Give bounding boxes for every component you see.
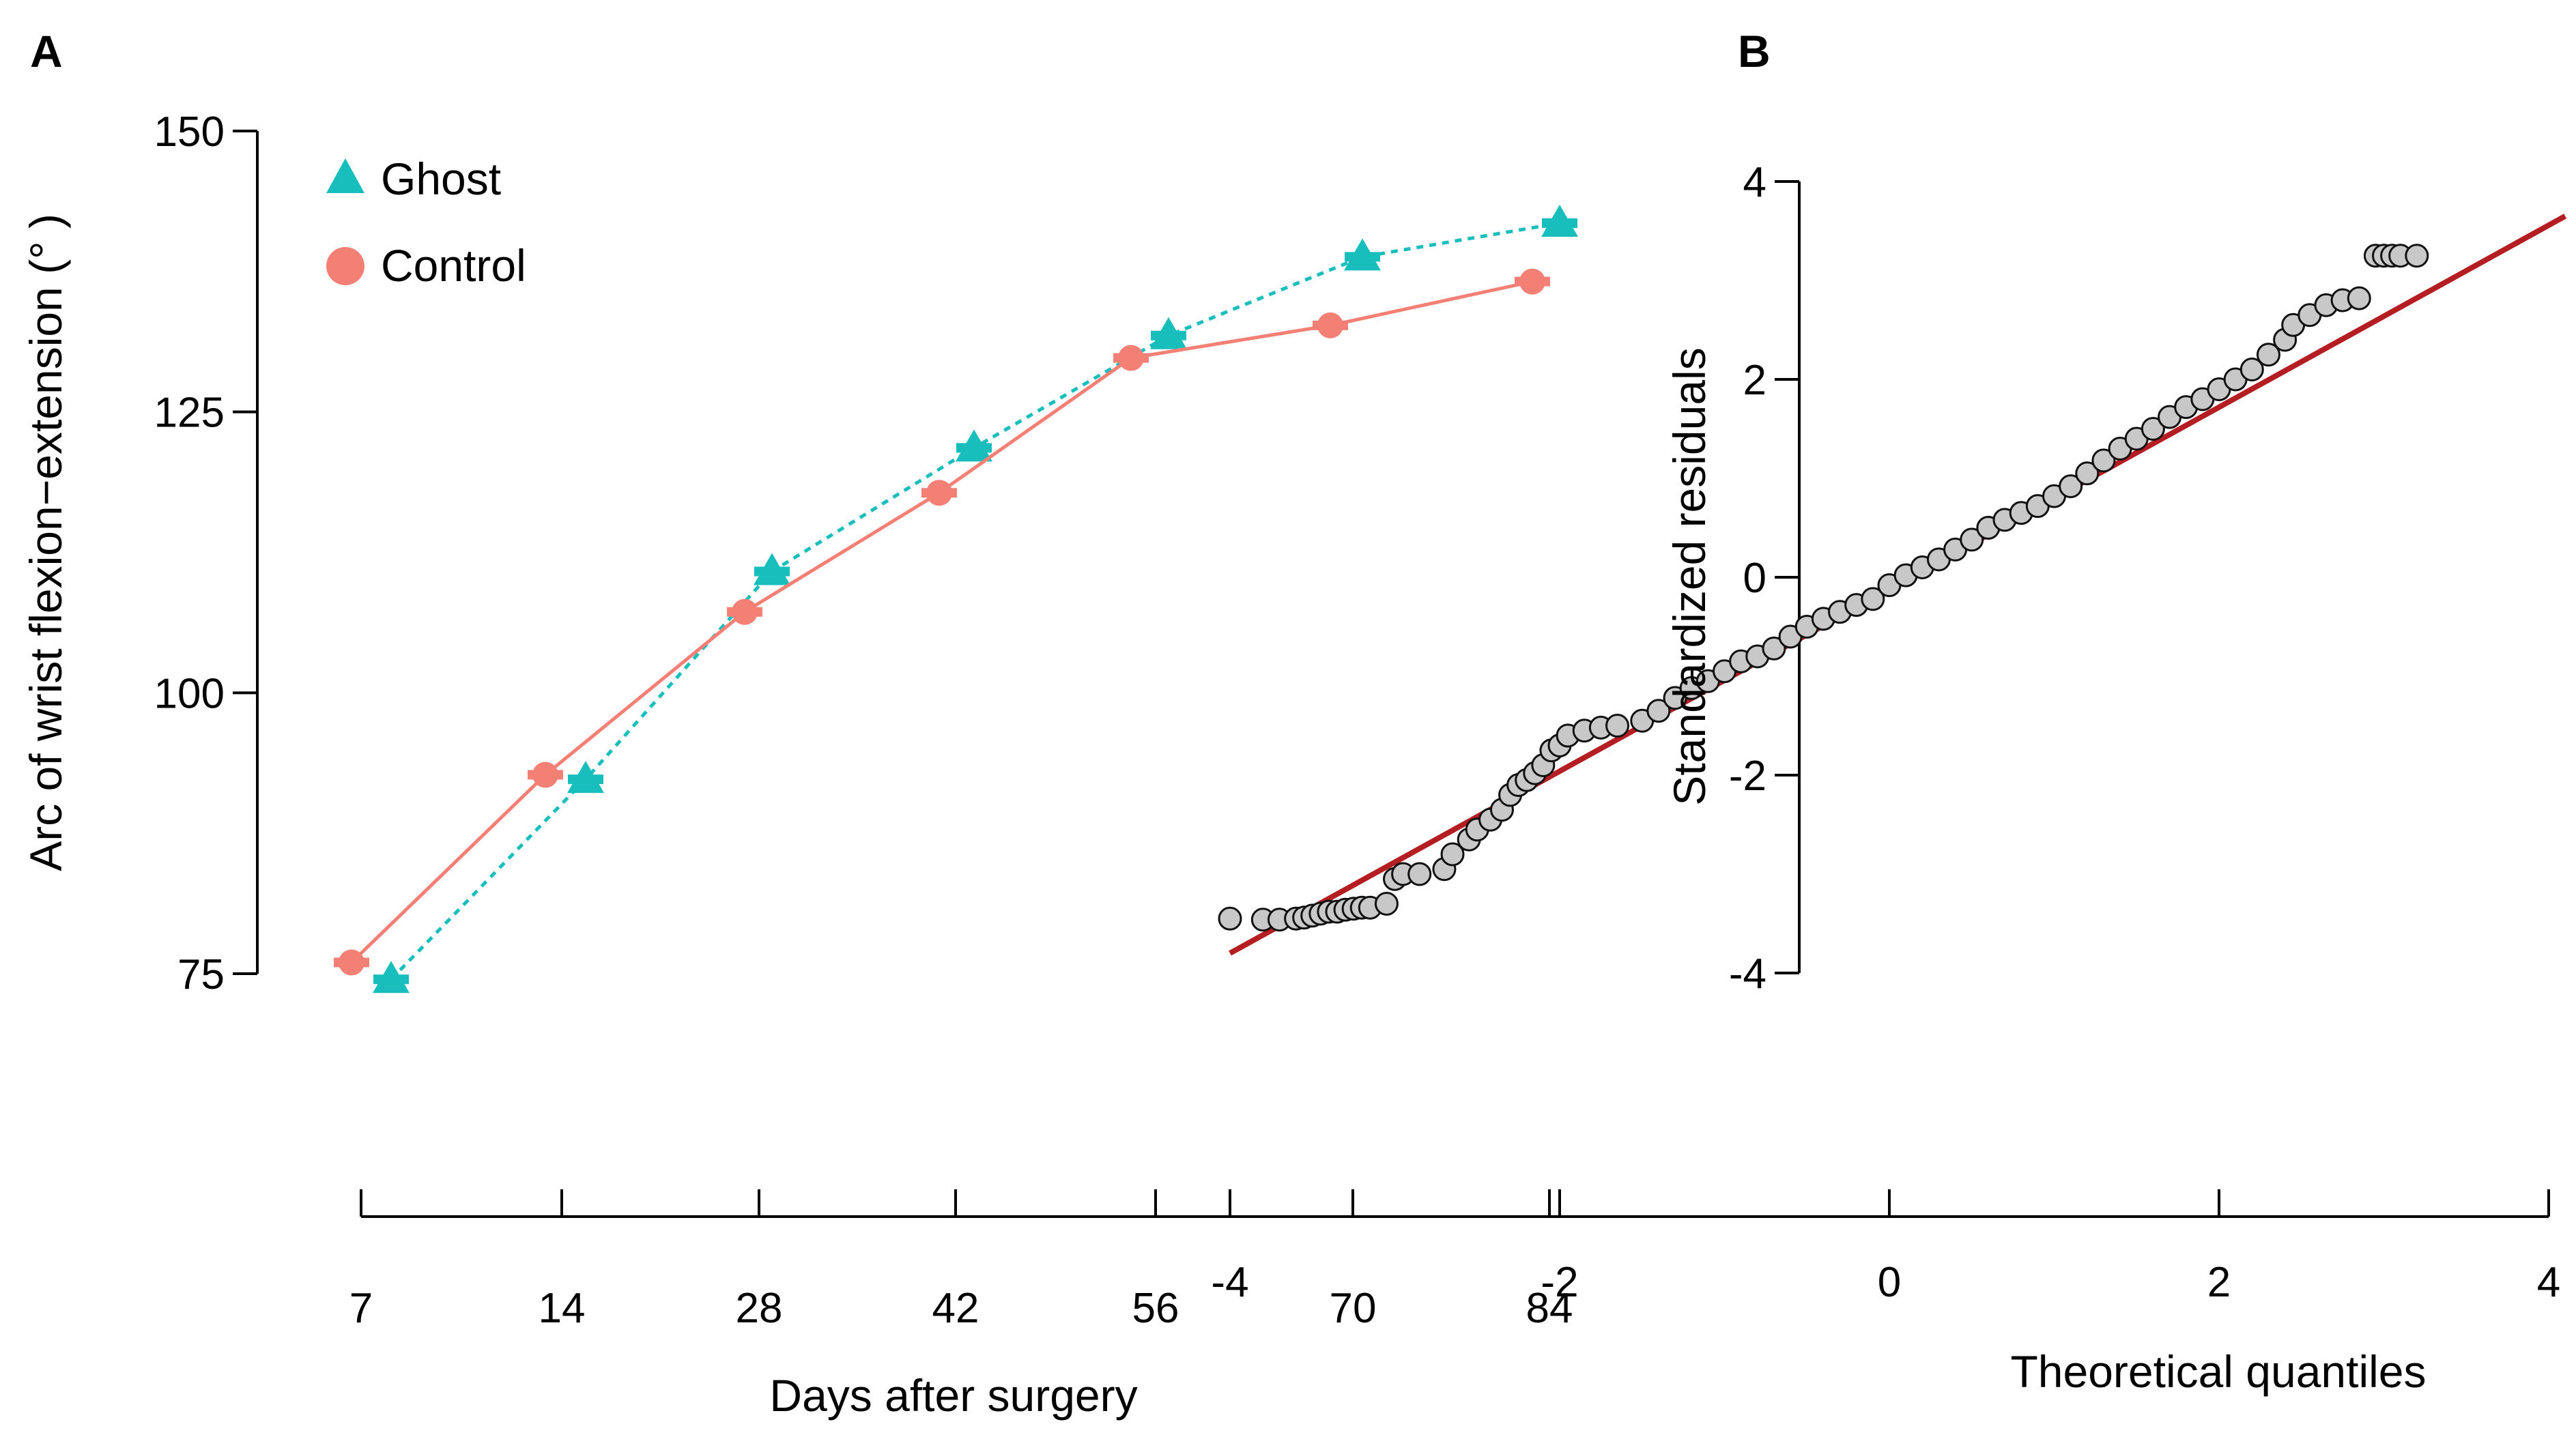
panel-b-chart: -4 -2 0 2 4 -4 -2 0 2 4 Standardized residuals T… [1211, 159, 2567, 1397]
series-control-line [350, 280, 1533, 964]
x-tick-label: 2 [2207, 1259, 2231, 1306]
residual-point [1605, 714, 1630, 738]
series-ghost-point [1344, 238, 1381, 271]
panel-b-x-axis-title: Theoretical quantiles [2010, 1346, 2426, 1397]
residual-point [1960, 527, 1984, 552]
x-tick-label: 7 [349, 1285, 373, 1332]
residual-point [2405, 244, 2429, 268]
panel-a-legend: Ghost Control [326, 154, 526, 291]
series-ghost-point [567, 761, 604, 794]
series-control-point [339, 949, 364, 976]
x-tick-label: -2 [1541, 1259, 1578, 1306]
panel-a-chart: 75 100 125 150 7 14 28 42 56 70 84 Arc of wrist f… [20, 108, 1578, 1421]
residual-point [1861, 587, 1885, 611]
panel-b-points [1218, 244, 2429, 932]
residual-point [1440, 842, 1465, 867]
series-ghost-point [373, 961, 410, 993]
residual-point [1374, 892, 1399, 916]
y-tick-label: 75 [177, 951, 225, 998]
x-tick-label: 0 [1878, 1259, 1901, 1306]
residual-point [2091, 448, 2116, 473]
panel-label-b: B [1738, 26, 1771, 76]
series-ghost-point [1541, 205, 1578, 237]
y-tick-label: 0 [1743, 555, 1766, 602]
x-tick-label: 56 [1132, 1285, 1179, 1332]
series-control-point [1519, 268, 1545, 295]
residual-point [2141, 417, 2165, 441]
y-tick-label: 100 [154, 670, 225, 717]
residual-point [1646, 699, 1671, 723]
legend-control-label: Control [381, 240, 526, 291]
residual-point [1218, 906, 1242, 931]
series-control-point [732, 598, 758, 625]
x-tick-label: 28 [736, 1285, 783, 1332]
series-control-point [532, 761, 558, 788]
y-tick-label: 150 [154, 108, 225, 156]
panel-a-x-axis: 7 14 28 42 56 70 84 [349, 1189, 1573, 1332]
x-tick-label: 14 [539, 1285, 586, 1332]
series-control-point [1317, 312, 1343, 338]
legend-ghost-label: Ghost [381, 154, 501, 204]
residual-point [2347, 286, 2371, 310]
panel-a-x-axis-title: Days after surgery [769, 1370, 1137, 1421]
residual-point [1762, 636, 1786, 661]
panel-label-a: A [30, 26, 63, 76]
residual-point [2059, 474, 2083, 499]
panel-a-series [334, 205, 1578, 993]
y-tick-label: -2 [1729, 753, 1766, 800]
panel-a-y-axis-title: Arc of wrist flexion−extension (° ) [20, 214, 71, 871]
series-ghost-point [956, 429, 992, 462]
residual-point [2075, 461, 2100, 486]
residual-point [1407, 862, 1432, 886]
y-tick-label: 2 [1743, 357, 1766, 404]
series-control-point [1118, 345, 1144, 371]
residual-point [2256, 343, 2280, 367]
y-tick-label: 4 [1743, 159, 1766, 206]
panel-b-y-axis-title: Standardized residuals [1664, 347, 1715, 805]
x-tick-label: 70 [1330, 1285, 1377, 1332]
residual-point [2239, 358, 2264, 381]
legend-ghost-marker-icon [326, 158, 364, 193]
y-tick-label: -4 [1729, 950, 1766, 998]
x-tick-label: 4 [2537, 1259, 2560, 1306]
panel-b-x-axis: -4 -2 0 2 4 [1211, 1189, 2560, 1306]
panel-b-y-axis: -4 -2 0 2 4 [1729, 159, 1801, 998]
y-tick-label: 125 [154, 390, 225, 437]
legend-control-marker-icon [326, 247, 364, 285]
panel-a-y-axis: 75 100 125 150 [154, 108, 259, 998]
series-ghost-point [1150, 317, 1187, 349]
x-tick-label: 84 [1526, 1285, 1573, 1332]
series-control-point [926, 480, 952, 506]
x-tick-label: -4 [1211, 1259, 1248, 1306]
x-tick-label: 42 [932, 1285, 979, 1332]
series-ghost-point [754, 553, 790, 585]
